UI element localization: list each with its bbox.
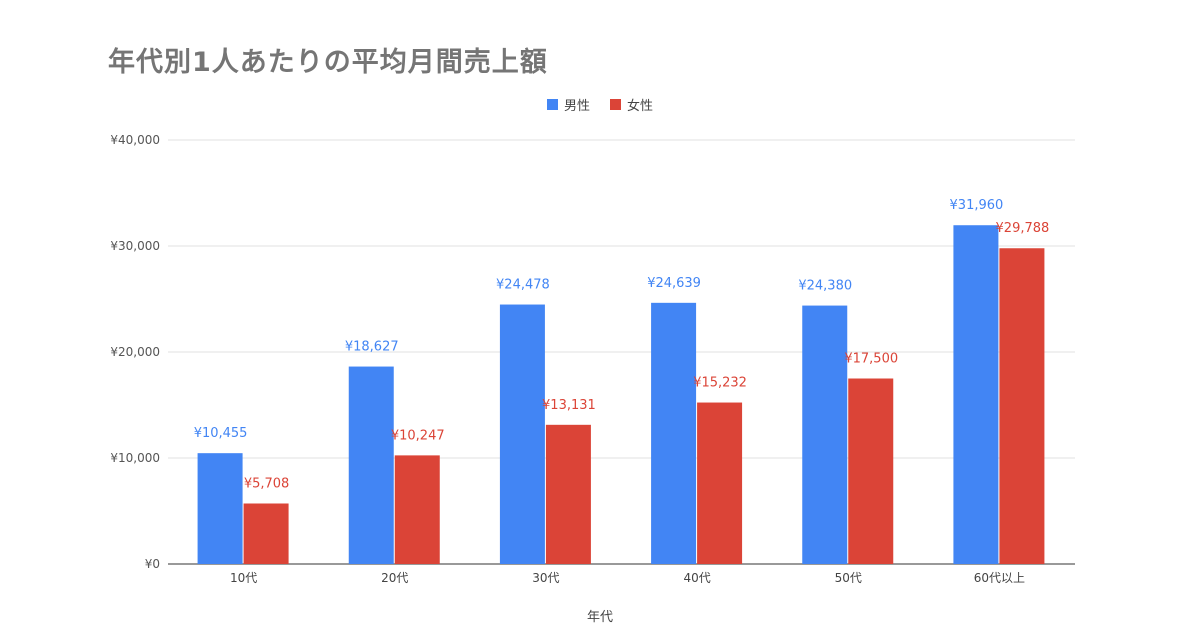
- data-label-female: ¥17,500: [844, 352, 898, 367]
- x-tick-label: 60代以上: [974, 571, 1025, 585]
- x-tick-label: 10代: [230, 571, 257, 585]
- bar-male: [348, 366, 394, 564]
- x-tick-label: 20代: [381, 571, 408, 585]
- data-label-female: ¥29,788: [996, 221, 1050, 236]
- bar-female: [697, 402, 743, 564]
- bar-female: [999, 248, 1045, 564]
- x-tick-label: 30代: [532, 571, 559, 585]
- chart-title: 年代別1人あたりの平均月間売上額: [108, 47, 548, 78]
- legend-item-female: 女性: [610, 95, 653, 114]
- legend-swatch-male: [546, 99, 558, 110]
- legend: 男性 女性: [0, 95, 1200, 114]
- data-label-male: ¥31,960: [950, 198, 1004, 213]
- y-tick-label: ¥20,000: [110, 345, 160, 359]
- data-label-female: ¥5,708: [244, 476, 290, 491]
- y-tick-label: ¥40,000: [110, 133, 160, 147]
- legend-label-female: 女性: [627, 99, 654, 114]
- data-label-male: ¥24,639: [647, 276, 701, 291]
- data-label-male: ¥10,455: [194, 426, 248, 441]
- x-axis-label: 年代: [586, 610, 613, 625]
- bar-female: [545, 424, 591, 564]
- bar-male: [802, 305, 848, 564]
- bar-female: [243, 503, 289, 564]
- legend-swatch-female: [610, 99, 621, 110]
- bar-female: [394, 455, 440, 564]
- bar-male: [953, 225, 999, 564]
- bar-male: [499, 304, 545, 564]
- bar-male: [197, 453, 243, 564]
- x-tick-label: 50代: [835, 571, 862, 585]
- y-tick-label: ¥30,000: [110, 239, 160, 253]
- legend-item-male: 男性: [546, 95, 590, 114]
- data-label-male: ¥18,627: [345, 340, 399, 355]
- data-label-female: ¥13,131: [542, 398, 596, 413]
- legend-label-male: 男性: [563, 99, 590, 114]
- bar-male: [651, 302, 697, 564]
- y-tick-label: ¥0: [145, 557, 160, 571]
- y-tick-label: ¥10,000: [110, 451, 160, 465]
- data-label-male: ¥24,380: [798, 279, 852, 294]
- data-label-female: ¥15,232: [693, 376, 747, 391]
- x-tick-label: 40代: [683, 571, 710, 585]
- data-label-female: ¥10,247: [391, 428, 445, 443]
- bar-female: [848, 378, 894, 564]
- data-label-male: ¥24,478: [496, 278, 550, 293]
